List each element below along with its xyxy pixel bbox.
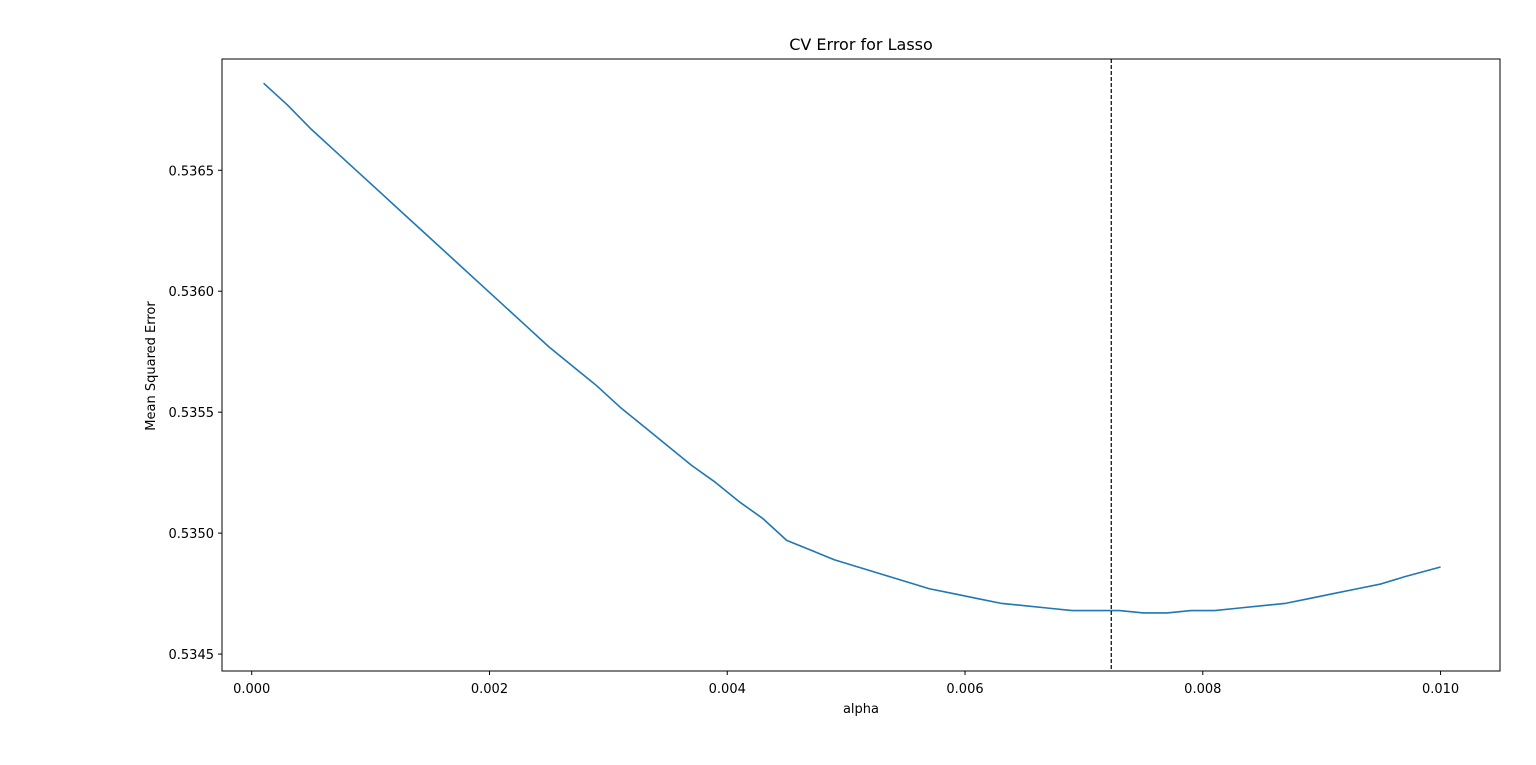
y-tick-label: 0.5345 — [169, 648, 215, 663]
x-tick-label: 0.008 — [1184, 682, 1221, 697]
x-axis-ticks: 0.000 0.002 0.004 0.006 0.008 0.010 — [233, 671, 1459, 697]
x-tick-label: 0.002 — [471, 682, 508, 697]
x-axis-label: alpha — [843, 702, 879, 717]
y-tick-label: 0.5365 — [169, 164, 215, 179]
x-tick-label: 0.010 — [1422, 682, 1459, 697]
y-tick-label: 0.5355 — [169, 406, 215, 421]
cv-error-line — [263, 82, 1441, 614]
x-tick-label: 0.006 — [946, 682, 983, 697]
x-tick-label: 0.004 — [709, 682, 746, 697]
y-tick-label: 0.5360 — [169, 285, 215, 300]
y-axis-ticks: 0.5345 0.5350 0.5355 0.5360 0.5365 — [169, 164, 222, 663]
x-tick-label: 0.000 — [233, 682, 270, 697]
y-tick-label: 0.5350 — [169, 527, 215, 542]
y-axis-label: Mean Squared Error — [144, 301, 159, 431]
chart-title: CV Error for Lasso — [789, 35, 933, 54]
plot-frame — [221, 58, 1501, 672]
series-layer — [263, 82, 1441, 614]
